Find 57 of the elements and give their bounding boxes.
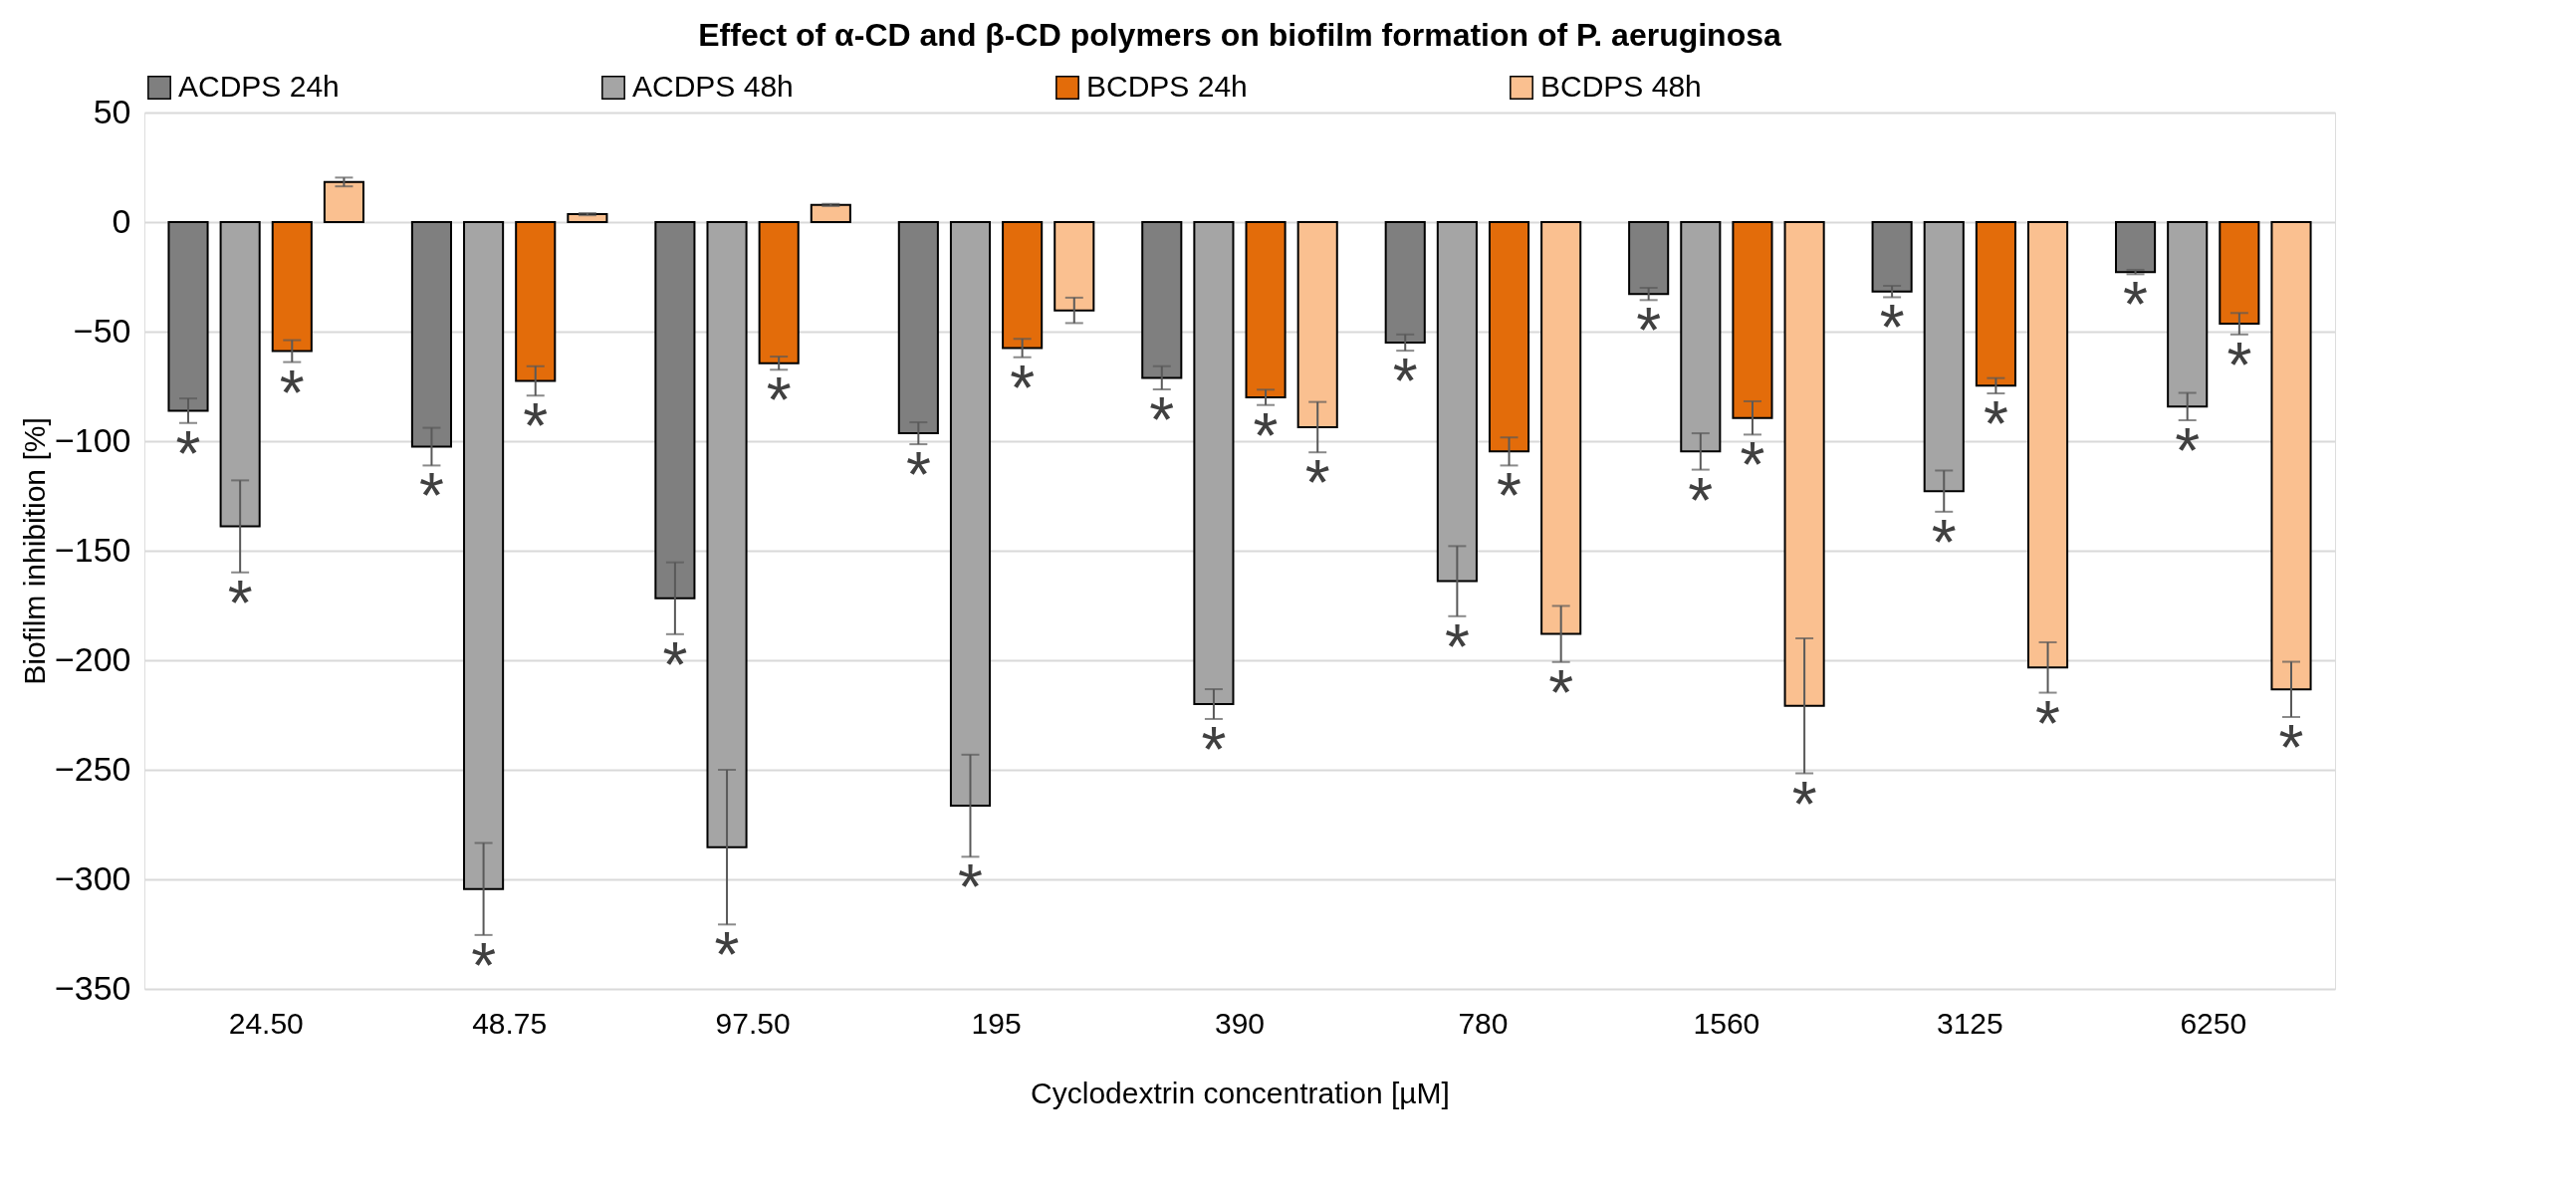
data-label: * xyxy=(279,357,305,429)
data-label: * xyxy=(1497,460,1522,533)
data-label: * xyxy=(2278,711,2304,784)
data-label: * xyxy=(766,364,792,437)
data-label: * xyxy=(1636,295,1662,367)
data-label: * xyxy=(958,851,983,924)
x-tick-label: 24.50 xyxy=(228,1006,304,1040)
y-axis-title: Biofilm inhibition [%] xyxy=(17,417,51,685)
data-label: * xyxy=(2175,414,2201,487)
x-tick-label: 195 xyxy=(971,1006,1022,1040)
data-label: * xyxy=(662,628,688,701)
data-label: * xyxy=(418,460,444,533)
x-tick-label: 780 xyxy=(1458,1006,1509,1040)
data-label: * xyxy=(905,439,931,512)
y-tick-label: −150 xyxy=(54,530,131,569)
data-label: * xyxy=(1253,399,1279,472)
x-tick-label: 1560 xyxy=(1693,1006,1760,1040)
data-label: * xyxy=(1879,292,1905,364)
data-label: * xyxy=(1444,610,1470,683)
y-tick-label: −300 xyxy=(54,858,131,897)
legend-label: BCDPS 24h xyxy=(1086,70,1248,103)
data-label: * xyxy=(714,919,740,992)
y-tick-label: 0 xyxy=(112,201,131,240)
data-label: * xyxy=(1791,768,1817,841)
data-label: * xyxy=(227,567,253,639)
data-label: * xyxy=(1010,352,1036,424)
data-label: * xyxy=(1201,713,1227,786)
data-label: * xyxy=(1392,346,1418,418)
legend-label: BCDPS 48h xyxy=(1540,70,1702,103)
y-tick-label: −250 xyxy=(54,749,131,788)
x-tick-label: 6250 xyxy=(2180,1006,2247,1040)
data-label: * xyxy=(2226,329,2252,401)
y-tick-label: −350 xyxy=(54,968,131,1007)
data-label: * xyxy=(523,390,549,463)
x-tick-label: 3125 xyxy=(1936,1006,2003,1040)
x-axis-title: Cyclodextrin concentration [µM] xyxy=(1031,1076,1450,1109)
data-label: * xyxy=(1931,506,1957,579)
data-label: * xyxy=(1740,429,1765,502)
data-label: * xyxy=(1304,447,1330,520)
legend-label: ACDPS 24h xyxy=(178,70,340,103)
data-label: * xyxy=(1149,384,1175,457)
x-tick-label: 48.75 xyxy=(472,1006,548,1040)
data-label: * xyxy=(175,417,201,490)
x-tick-label: 97.50 xyxy=(715,1006,791,1040)
legend-label: ACDPS 48h xyxy=(632,70,794,103)
data-label: * xyxy=(1548,656,1574,729)
chart-title: Effect of α-CD and β-CD polymers on biofilm formation of P. aeruginosa xyxy=(698,17,1781,53)
y-tick-label: −50 xyxy=(73,311,131,350)
y-tick-label: −100 xyxy=(54,420,131,459)
data-label: * xyxy=(2035,687,2061,760)
data-label: * xyxy=(1983,388,2008,461)
data-label: * xyxy=(471,929,497,1002)
y-tick-label: 50 xyxy=(93,92,131,130)
y-tick-label: −200 xyxy=(54,639,131,678)
data-label: * xyxy=(2123,269,2149,342)
data-label: * xyxy=(1688,464,1714,537)
x-tick-label: 390 xyxy=(1214,1006,1266,1040)
